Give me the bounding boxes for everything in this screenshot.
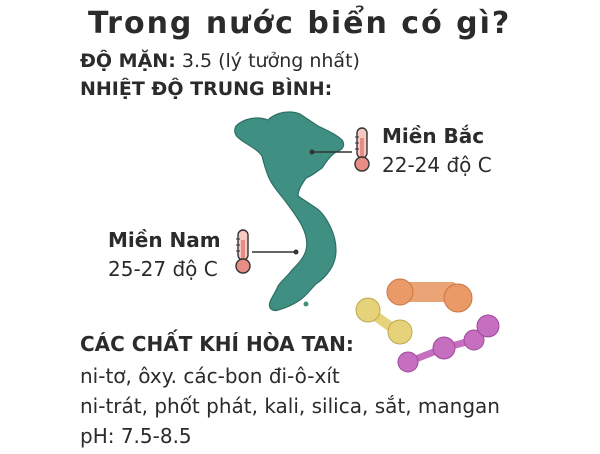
thermometer-icon [235, 229, 251, 274]
north-region-temp: 22-24 độ C [382, 153, 492, 177]
avg-temp-heading: NHIỆT ĐỘ TRUNG BÌNH: [80, 78, 333, 100]
north-region-name: Miền Bắc [382, 124, 485, 148]
vietnam-map-icon [234, 111, 345, 312]
page-title: Trong nước biển có gì? [88, 6, 512, 41]
ph-value: pH: 7.5-8.5 [80, 424, 192, 448]
salinity-value: 3.5 (lý tưởng nhất) [181, 50, 360, 72]
south-region-temp: 25-27 độ C [108, 257, 218, 281]
dissolved-gases-line-1: ni-tơ, ôxy. các-bon đi-ô-xít [80, 364, 340, 388]
dissolved-gases-line-2: ni-trát, phốt phát, kali, silica, sắt, m… [80, 394, 500, 418]
south-region-name: Miền Nam [108, 228, 221, 252]
dissolved-gases-heading: CÁC CHẤT KHÍ HÒA TAN: [80, 332, 354, 356]
thermometer-icon [354, 127, 370, 172]
salinity-line: ĐỘ MẶN: 3.5 (lý tưởng nhất) [80, 50, 360, 72]
salinity-label: ĐỘ MẶN: [80, 50, 176, 72]
molecule-icon [355, 278, 500, 373]
